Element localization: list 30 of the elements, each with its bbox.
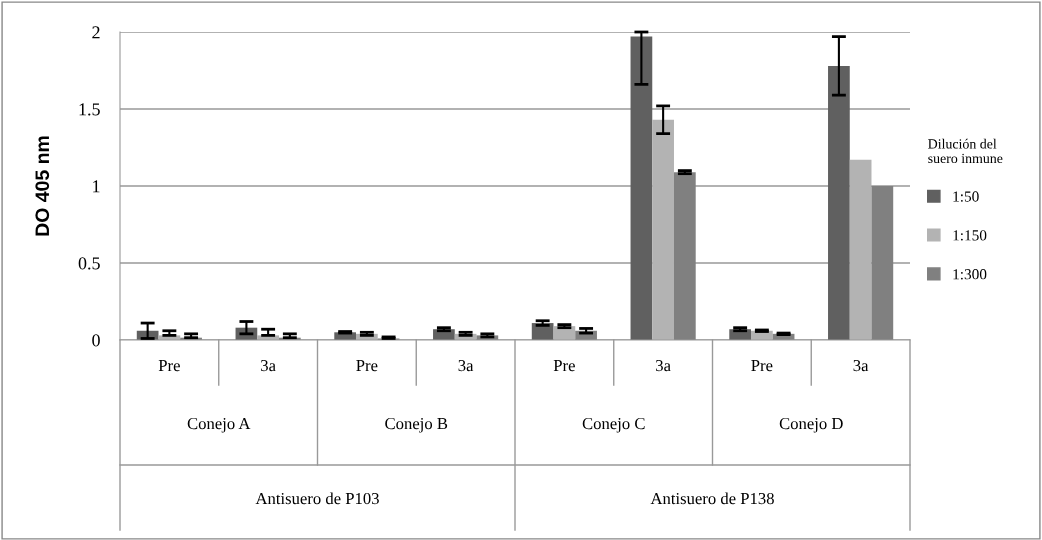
x-tick-label: Pre: [751, 360, 773, 372]
x-tick-label: 3a: [853, 359, 869, 372]
bar: [871, 186, 894, 340]
legend-label: 1:150: [953, 230, 987, 241]
y-axis-title: DO 405 nm: [35, 136, 50, 236]
y-tick-label: 1.5: [79, 103, 100, 116]
x-tick-label: Pre: [356, 360, 378, 372]
text: Conejo C: [582, 417, 645, 433]
x-tick-label: Pre: [553, 360, 575, 372]
x-tick-label: 3a: [261, 359, 276, 372]
bar: [630, 36, 653, 340]
y-tick-label: 0: [92, 334, 100, 347]
text: Conejo B: [385, 417, 448, 433]
legend-label: 1:50: [953, 191, 979, 202]
y-tick-label: 0.5: [78, 257, 100, 270]
x-tick-label: 3a: [656, 359, 671, 372]
x-tick-label: 3a: [458, 359, 474, 372]
text: Conejo D: [779, 417, 843, 433]
bar: [673, 172, 696, 340]
y-tick-label: 1: [93, 180, 100, 193]
bar: [849, 159, 872, 340]
legend-label: 1:300: [953, 269, 987, 280]
y-tick-label: 2: [92, 26, 100, 39]
bar: [828, 65, 850, 340]
text: Antisuero de P103: [255, 492, 379, 505]
x-tick-label: Pre: [158, 360, 180, 372]
legend-title: Dilución del suero inmune: [928, 138, 1003, 164]
bar: [652, 119, 674, 340]
text: Antisuero de P138: [650, 492, 774, 505]
text: Conejo A: [187, 417, 251, 433]
